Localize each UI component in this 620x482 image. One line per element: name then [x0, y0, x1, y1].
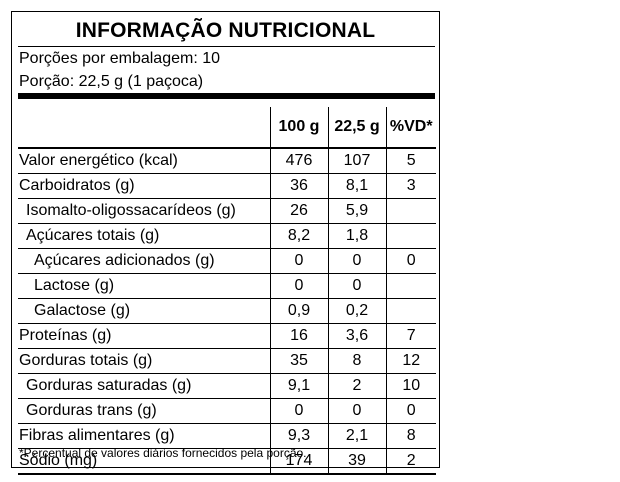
- table-row: Açúcares adicionados (g) 0 0 0: [18, 248, 436, 274]
- nutrient-name: Carboidratos (g): [18, 173, 270, 199]
- nutrient-name: Sódio (mg): [18, 448, 270, 475]
- daily-value-percent: 0: [385, 398, 436, 424]
- nutrient-name: Gorduras saturadas (g): [18, 373, 270, 399]
- nutrient-name: Gorduras totais (g): [18, 348, 270, 374]
- nutrient-name: Fibras alimentares (g): [18, 423, 270, 449]
- daily-value-percent: 2: [385, 448, 436, 475]
- table-row: Carboidratos (g) 36 8,1 3: [18, 173, 436, 199]
- table-row: Galactose (g) 0,9 0,2: [18, 298, 436, 324]
- value-per-100g: 476: [269, 147, 328, 174]
- table-row: Fibras alimentares (g) 9,3 2,1 8: [18, 423, 436, 449]
- daily-value-percent: 12: [385, 348, 436, 374]
- value-per-100g: 16: [269, 323, 328, 349]
- daily-value-percent: [385, 198, 436, 224]
- daily-value-percent: 0: [385, 248, 436, 274]
- header-per-portion: 22,5 g: [327, 107, 386, 148]
- nutrient-name: Açúcares adicionados (g): [18, 248, 270, 274]
- label-title: INFORMAÇÃO NUTRICIONAL: [75, 19, 376, 42]
- table-row: Valor energético (kcal) 476 107 5: [18, 147, 436, 174]
- value-per-portion: 0: [327, 273, 386, 299]
- value-per-100g: 9,1: [269, 373, 328, 399]
- daily-value-percent: 3: [385, 173, 436, 199]
- value-per-portion: 0: [327, 398, 386, 424]
- nutrient-name: Isomalto-oligossacarídeos (g): [18, 198, 270, 224]
- table-row: Gorduras saturadas (g) 9,1 2 10: [18, 373, 436, 399]
- nutrition-facts-label: INFORMAÇÃO NUTRICIONAL Porções por embal…: [11, 11, 440, 475]
- table-row: Gorduras totais (g) 35 8 12: [18, 348, 436, 374]
- value-per-100g: 35: [269, 348, 328, 374]
- servings-per-package: Porções por embalagem: 10: [19, 50, 220, 67]
- value-per-portion: 1,8: [327, 223, 386, 249]
- value-per-100g: 9,3: [269, 423, 328, 449]
- daily-value-percent: 5: [385, 147, 436, 174]
- value-per-portion: 8: [327, 348, 386, 374]
- value-per-100g: 0: [269, 398, 328, 424]
- table-row: Gorduras trans (g) 0 0 0: [18, 398, 436, 424]
- value-per-100g: 0,9: [269, 298, 328, 324]
- value-per-portion: 0,2: [327, 298, 386, 324]
- daily-value-percent: [385, 298, 436, 324]
- serving-size: Porção: 22,5 g (1 paçoca): [19, 73, 204, 90]
- table-header-row: 100 g 22,5 g %VD*: [18, 107, 436, 148]
- value-per-portion: 39: [327, 448, 386, 475]
- nutrient-name: Lactose (g): [18, 273, 270, 299]
- header-per-100g: 100 g: [269, 107, 328, 148]
- nutrient-name: Galactose (g): [18, 298, 270, 324]
- daily-value-percent: 10: [385, 373, 436, 399]
- table-row: Sódio (mg) 174 39 2: [18, 448, 436, 475]
- table-row: Proteínas (g) 16 3,6 7: [18, 323, 436, 349]
- value-per-portion: 3,6: [327, 323, 386, 349]
- value-per-100g: 0: [269, 248, 328, 274]
- value-per-portion: 5,9: [327, 198, 386, 224]
- value-per-portion: 2,1: [327, 423, 386, 449]
- value-per-portion: 0: [327, 248, 386, 274]
- footnote: *Percentual de valores diários fornecido…: [19, 446, 307, 460]
- nutrient-name: Proteínas (g): [18, 323, 270, 349]
- value-per-100g: 8,2: [269, 223, 328, 249]
- value-per-100g: 0: [269, 273, 328, 299]
- table-row: Açúcares totais (g) 8,2 1,8: [18, 223, 436, 249]
- value-per-100g: 174: [269, 448, 328, 475]
- header-daily-value: %VD*: [385, 107, 436, 148]
- nutrient-name: Gorduras trans (g): [18, 398, 270, 424]
- value-per-portion: 107: [327, 147, 386, 174]
- value-per-100g: 26: [269, 198, 328, 224]
- daily-value-percent: [385, 273, 436, 299]
- daily-value-percent: [385, 223, 436, 249]
- table-row: Isomalto-oligossacarídeos (g) 26 5,9: [18, 198, 436, 224]
- daily-value-percent: 8: [385, 423, 436, 449]
- value-per-100g: 36: [269, 173, 328, 199]
- heavy-divider: [18, 93, 435, 99]
- nutrition-table: 100 g 22,5 g %VD* Valor energético (kcal…: [18, 107, 436, 475]
- table-row: Lactose (g) 0 0: [18, 273, 436, 299]
- nutrient-name: Valor energético (kcal): [18, 147, 270, 174]
- title-divider: [18, 46, 435, 47]
- header-nutrient: [18, 107, 270, 148]
- daily-value-percent: 7: [385, 323, 436, 349]
- nutrient-name: Açúcares totais (g): [18, 223, 270, 249]
- value-per-portion: 8,1: [327, 173, 386, 199]
- value-per-portion: 2: [327, 373, 386, 399]
